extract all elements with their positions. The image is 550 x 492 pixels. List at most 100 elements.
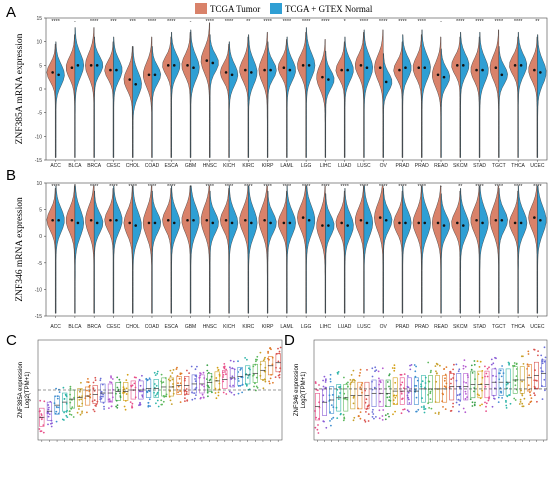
data-point — [322, 394, 325, 397]
data-point — [358, 415, 360, 418]
median-point-tumor — [455, 221, 459, 225]
violin-tumor — [219, 188, 230, 314]
data-point — [156, 370, 159, 373]
category-label: STAD — [473, 163, 486, 169]
data-point — [347, 381, 349, 384]
data-point — [314, 381, 317, 383]
violin-tumor — [297, 32, 307, 158]
data-point — [435, 380, 438, 383]
median-point-tumor — [128, 221, 132, 225]
panel-label-a: A — [6, 4, 16, 21]
data-point — [485, 402, 488, 405]
legend-swatch-normal — [270, 3, 282, 14]
data-point — [409, 364, 411, 367]
significance-label: **** — [263, 184, 272, 190]
data-point — [169, 375, 172, 378]
violin-tumor — [297, 185, 307, 314]
significance-label: ** — [458, 184, 463, 190]
median-point-normal — [365, 66, 369, 69]
category-label: KICH — [223, 163, 235, 169]
data-point — [65, 414, 68, 417]
data-point — [465, 381, 467, 384]
significance-label: **** — [379, 184, 388, 190]
data-point — [458, 410, 460, 413]
data-point — [61, 418, 64, 421]
data-point — [270, 348, 272, 351]
data-point — [278, 350, 281, 353]
data-point — [191, 398, 194, 401]
data-point — [124, 408, 127, 411]
violin-normal — [93, 36, 104, 158]
data-point — [508, 363, 510, 366]
data-point — [473, 404, 476, 407]
median-point-normal — [172, 64, 176, 67]
data-point — [125, 393, 128, 395]
data-point — [140, 390, 142, 393]
median-point-tumor — [244, 68, 247, 72]
data-point — [139, 384, 142, 387]
data-point — [414, 375, 417, 378]
plot-frame — [45, 182, 548, 317]
data-point — [464, 365, 467, 368]
data-point — [78, 395, 81, 398]
data-point — [55, 420, 58, 423]
data-point — [79, 413, 82, 416]
data-point — [485, 405, 487, 408]
data-point — [214, 392, 217, 394]
significance-label: **** — [533, 184, 542, 190]
data-point — [86, 389, 88, 392]
median-point-tumor — [359, 218, 363, 222]
data-point — [400, 373, 403, 376]
data-point — [346, 398, 348, 401]
data-point — [400, 392, 403, 395]
data-point — [277, 347, 279, 350]
data-point — [534, 379, 537, 382]
data-point — [478, 394, 480, 397]
significance-label: **** — [417, 19, 426, 25]
violin-normal — [305, 27, 316, 158]
data-point — [178, 377, 181, 380]
data-point — [277, 360, 280, 363]
violin-normal — [74, 185, 85, 314]
data-point — [268, 382, 271, 385]
violin-tumor — [470, 36, 480, 158]
data-point — [278, 376, 281, 379]
data-point — [194, 388, 197, 391]
data-point — [430, 407, 433, 410]
y-axis-label: ZNF346 expression — [294, 364, 300, 416]
data-point — [394, 396, 397, 399]
data-point — [217, 394, 220, 397]
data-point — [522, 355, 524, 358]
median-point-tumor — [359, 64, 363, 67]
violin-normal — [267, 41, 277, 158]
data-point — [505, 404, 508, 407]
data-point — [229, 366, 231, 369]
median-point-normal — [269, 68, 272, 72]
median-point-normal — [307, 218, 311, 222]
median-point-tumor — [321, 224, 324, 227]
violin-tumor — [451, 190, 461, 314]
violin-tumor — [142, 185, 153, 314]
violin-normal — [209, 190, 219, 314]
y-tick-label: -15 — [35, 314, 42, 320]
data-point — [175, 368, 178, 370]
data-point — [95, 405, 97, 407]
data-point — [452, 368, 454, 371]
category-label: GBM — [185, 163, 196, 169]
category-label: THCA — [511, 324, 525, 330]
data-point — [408, 402, 411, 404]
category-label: CESC — [106, 163, 120, 169]
median-point-tumor — [147, 73, 151, 77]
median-point-tumor — [109, 218, 112, 222]
category-label: ACC — [50, 163, 61, 169]
median-point-tumor — [417, 66, 421, 69]
data-point — [179, 390, 182, 392]
violin-tumor — [66, 185, 76, 314]
data-point — [228, 390, 231, 393]
data-point — [437, 413, 440, 415]
median-point-tumor — [51, 71, 54, 74]
violin-normal — [460, 32, 470, 158]
data-point — [277, 374, 280, 377]
data-point — [322, 385, 325, 388]
significance-label: **** — [475, 19, 484, 25]
